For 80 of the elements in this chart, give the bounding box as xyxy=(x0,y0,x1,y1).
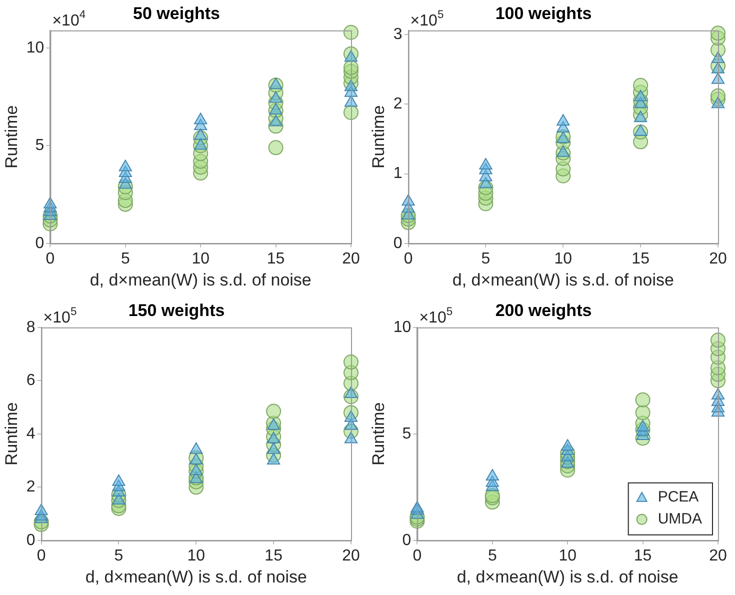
point xyxy=(556,145,570,157)
point xyxy=(267,442,280,454)
point xyxy=(486,469,499,480)
y-tick-label: 5 xyxy=(35,137,44,154)
x-tick-label: 20 xyxy=(342,547,360,564)
x-tick-label: 20 xyxy=(709,547,727,564)
x-tick-label: 10 xyxy=(192,250,210,268)
point xyxy=(112,474,126,486)
point xyxy=(556,114,570,126)
y-tick-label: 0 xyxy=(402,532,412,549)
point xyxy=(194,138,208,150)
x-tick-label: 15 xyxy=(264,547,283,564)
x-axis-title: d, d×mean(W) is s.d. of noise xyxy=(90,270,312,290)
point xyxy=(118,160,132,172)
x-tick-label: 15 xyxy=(632,250,650,268)
x-tick-label: 20 xyxy=(342,250,360,268)
point xyxy=(634,110,648,122)
point xyxy=(268,140,284,156)
point xyxy=(44,196,57,208)
point xyxy=(269,114,282,126)
y-tick-label: 6 xyxy=(26,372,36,390)
point xyxy=(633,78,648,93)
point xyxy=(266,404,282,419)
point xyxy=(194,128,208,140)
legend-label: PCEA xyxy=(658,488,699,506)
x-axis-title: d, d×mean(W) is s.d. of noise xyxy=(452,270,674,290)
point xyxy=(344,50,358,62)
chart-title: 150 weights xyxy=(128,300,225,320)
x-tick-label: 5 xyxy=(481,250,490,268)
point xyxy=(479,158,492,170)
y-axis-title: Runtime xyxy=(2,402,21,466)
y-tick-label: 10 xyxy=(26,39,44,56)
point xyxy=(344,24,358,40)
y-tick-label: 1 xyxy=(393,165,402,182)
chart-title: 100 weights xyxy=(495,4,592,23)
x-tick-label: 15 xyxy=(266,250,285,268)
point xyxy=(269,103,282,115)
point xyxy=(269,91,282,103)
x-tick-label: 20 xyxy=(709,250,727,268)
point xyxy=(710,332,726,348)
y-tick-label: 2 xyxy=(393,96,402,113)
point xyxy=(194,112,208,124)
y-tick-label: 10 xyxy=(393,318,412,336)
point xyxy=(636,420,650,432)
point xyxy=(267,453,280,465)
y-tick-label: 0 xyxy=(393,234,402,252)
y-tick-label: 8 xyxy=(26,318,36,336)
y-tick-label: 3 xyxy=(393,26,402,43)
point xyxy=(710,26,726,41)
y-tick-label: 2 xyxy=(26,478,36,496)
point xyxy=(711,72,725,84)
chart-title: 50 weights xyxy=(133,4,220,23)
point xyxy=(344,354,358,370)
y-tick-label: 0 xyxy=(35,234,44,252)
point xyxy=(635,392,650,408)
x-tick-label: 5 xyxy=(114,547,124,564)
x-tick-label: 10 xyxy=(554,250,572,268)
x-axis-title: d, d×mean(W) is s.d. of noise xyxy=(456,567,678,586)
y-axis-title: Runtime xyxy=(368,105,388,169)
x-tick-label: 15 xyxy=(634,547,652,564)
y-axis-title: Runtime xyxy=(2,105,21,169)
x-tick-label: 10 xyxy=(187,547,206,564)
y-axis-title: Runtime xyxy=(368,402,388,466)
y-tick-label: 4 xyxy=(26,425,36,442)
point xyxy=(190,464,203,476)
x-tick-label: 5 xyxy=(120,250,130,268)
y-tick-label: 0 xyxy=(26,532,36,549)
x-tick-label: 5 xyxy=(488,547,497,564)
point xyxy=(561,439,574,451)
x-tick-label: 10 xyxy=(558,547,577,564)
y-tick-label: 5 xyxy=(402,425,412,442)
point xyxy=(190,453,203,465)
point xyxy=(190,442,203,454)
point xyxy=(269,78,282,90)
point xyxy=(634,90,648,102)
point xyxy=(635,405,650,420)
x-axis-title: d, d×mean(W) is s.d. of noise xyxy=(85,567,307,586)
chart-title: 200 weights xyxy=(495,300,592,320)
legend-label: UMDA xyxy=(658,510,702,528)
point xyxy=(634,124,648,136)
